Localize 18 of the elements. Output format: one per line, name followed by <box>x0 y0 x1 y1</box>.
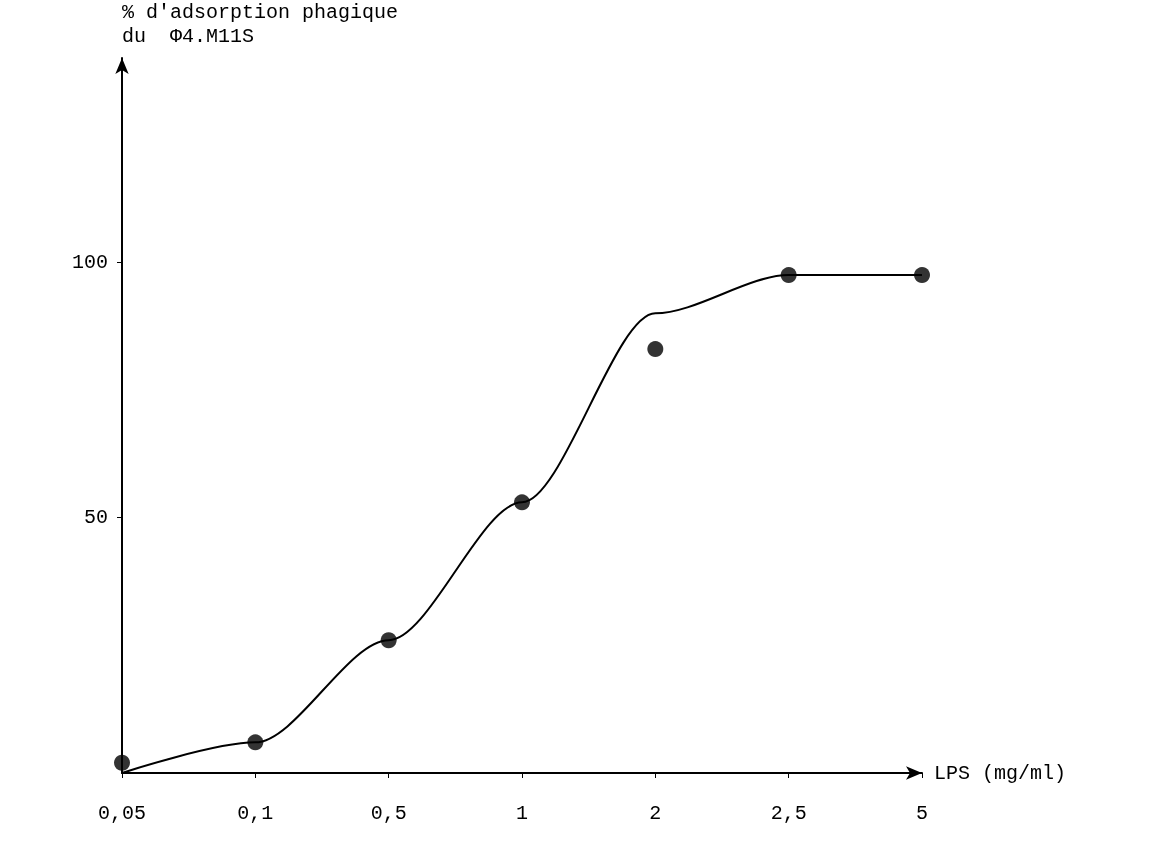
point <box>514 494 530 511</box>
point <box>114 754 130 771</box>
point <box>647 341 664 358</box>
y-axis-title: % d'adsorption phagique du Φ4.M11S <box>122 0 399 48</box>
point <box>247 734 264 751</box>
x-axis-title: LPS (mg/ml) <box>934 761 1067 785</box>
x-tick-label: 0,5 <box>370 801 407 825</box>
x-tick-label: 2 <box>649 801 662 825</box>
x-tick-label: 1 <box>515 801 529 825</box>
y-tick-label: 100 <box>71 250 108 274</box>
x-tick-label: 0,1 <box>237 801 274 825</box>
point <box>780 267 797 284</box>
point <box>914 267 930 284</box>
x-tick-label: 2,5 <box>770 801 807 825</box>
point <box>380 632 397 649</box>
x-tick-label: 5 <box>915 801 929 825</box>
x-tick-label: 0,05 <box>97 801 147 825</box>
y-tick-label: 50 <box>83 506 108 530</box>
